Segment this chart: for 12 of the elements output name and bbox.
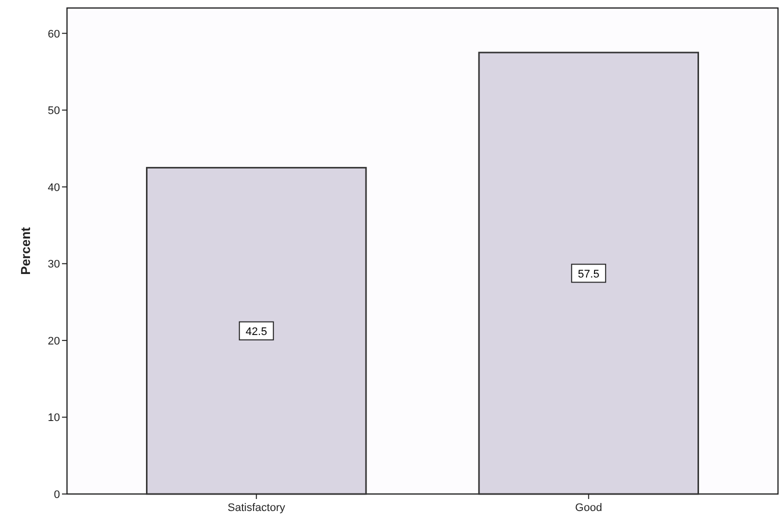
y-tick-label: 20 (48, 335, 60, 348)
data-label: 57.5 (578, 268, 600, 280)
y-tick-label: 0 (54, 489, 60, 501)
y-tick-label: 50 (48, 105, 60, 118)
x-tick-label: Good (575, 502, 602, 514)
y-tick-label: 30 (48, 258, 60, 271)
y-tick-label: 10 (48, 412, 60, 424)
x-tick-label: Satisfactory (228, 502, 286, 514)
y-axis-title: Percent (18, 226, 33, 275)
data-label: 42.5 (246, 326, 268, 338)
y-tick-label: 40 (48, 182, 60, 194)
y-tick-label: 60 (48, 28, 60, 40)
